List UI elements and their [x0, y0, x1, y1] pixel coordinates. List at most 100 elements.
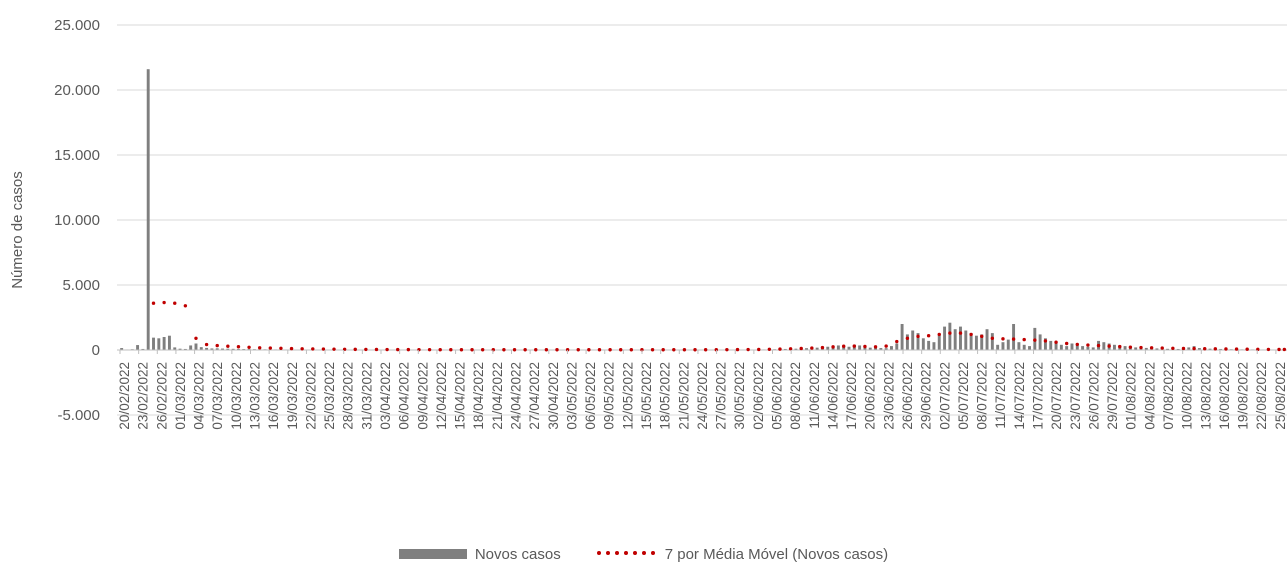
moving-average-point: [523, 348, 527, 352]
bar: [948, 322, 952, 350]
moving-average-point: [672, 348, 676, 352]
bar: [868, 347, 872, 350]
moving-average-point: [852, 344, 857, 348]
moving-average-point: [767, 347, 772, 351]
moving-average-point: [640, 348, 644, 352]
x-tick-label: 29/07/2022: [1105, 362, 1120, 430]
moving-average-point: [958, 331, 963, 335]
x-tick-label: 27/04/2022: [527, 362, 542, 430]
x-tick-label: 07/03/2022: [210, 362, 225, 430]
x-tick-label: 02/07/2022: [937, 362, 952, 430]
bar: [231, 348, 235, 350]
moving-average-point: [597, 348, 602, 352]
x-tick-label: 02/06/2022: [751, 362, 766, 430]
y-tick-label: 25.000: [54, 17, 100, 34]
y-axis-ticks: 25.000 20.000 15.000 10.000 5.000 0 -5.000: [54, 17, 100, 424]
moving-average-point: [1139, 345, 1143, 350]
x-tick-label: 29/06/2022: [919, 362, 934, 430]
bar: [1208, 348, 1212, 350]
bar: [874, 347, 878, 350]
bar: [189, 345, 193, 350]
bar: [953, 329, 957, 350]
moving-average-point: [1256, 347, 1260, 352]
moving-average-point: [502, 348, 506, 352]
bar: [157, 338, 161, 350]
bar: [879, 348, 883, 350]
x-tick-label: 10/08/2022: [1180, 362, 1195, 430]
bar: [863, 347, 867, 350]
bar: [969, 333, 973, 350]
x-tick-label: 03/05/2022: [564, 362, 579, 430]
x-tick-label: 22/03/2022: [303, 362, 318, 430]
bar: [905, 334, 909, 350]
bar: [937, 334, 941, 350]
moving-average-point: [438, 348, 442, 352]
moving-average-point: [725, 347, 729, 352]
moving-average-point: [1054, 340, 1058, 344]
x-axis-ticks: 20/02/2022 23/02/2022 26/02/2022 01/03/2022…: [117, 350, 1287, 430]
x-tick-label: 23/07/2022: [1068, 362, 1083, 430]
moving-average-point: [385, 347, 389, 352]
moving-average-point: [863, 344, 867, 349]
bar: [836, 345, 840, 350]
x-tick-label: 01/08/2022: [1124, 362, 1139, 430]
bar: [921, 338, 925, 350]
moving-average-point: [1149, 346, 1154, 350]
moving-average-point: [300, 347, 304, 351]
moving-average-point: [990, 336, 995, 340]
bar: [1065, 346, 1069, 350]
moving-average-point: [257, 346, 262, 350]
x-tick-label: 12/05/2022: [620, 362, 635, 430]
moving-average-point: [1033, 338, 1037, 342]
moving-average-point: [1282, 347, 1287, 352]
moving-average-point: [289, 346, 294, 351]
moving-average-point: [321, 347, 326, 351]
bar: [1049, 340, 1053, 350]
bar: [985, 329, 989, 350]
bar: [120, 348, 124, 350]
moving-average-point: [396, 347, 400, 352]
moving-average-point: [480, 348, 485, 352]
moving-average-point: [810, 346, 814, 350]
x-tick-label: 11/07/2022: [993, 362, 1008, 429]
x-tick-label: 01/03/2022: [173, 362, 188, 430]
y-tick-label: -5.000: [57, 407, 100, 424]
moving-average-point: [980, 334, 984, 339]
x-tick-label: 21/05/2022: [676, 362, 691, 430]
x-tick-label: 07/08/2022: [1161, 362, 1176, 430]
bar: [884, 348, 888, 350]
moving-average-point: [746, 347, 750, 352]
moving-average-point: [661, 348, 665, 352]
bar: [1091, 347, 1095, 350]
bar: [194, 343, 198, 350]
bar: [1054, 342, 1058, 350]
moving-average-point: [841, 344, 846, 348]
moving-average-point: [1213, 347, 1218, 351]
bar: [136, 345, 140, 350]
moving-average-point: [778, 347, 782, 351]
x-tick-label: 15/04/2022: [453, 362, 468, 430]
legend-swatch-moving-average: [596, 551, 659, 557]
x-tick-label: 26/06/2022: [900, 362, 915, 430]
x-tick-label: 24/04/2022: [509, 362, 524, 430]
bar: [847, 346, 851, 350]
y-tick-label: 10.000: [54, 212, 100, 229]
bar: [167, 335, 171, 350]
bar: [1112, 344, 1116, 350]
x-tick-label: 18/05/2022: [658, 362, 673, 430]
bar: [916, 333, 920, 350]
bar: [826, 346, 830, 350]
moving-average-point: [1245, 347, 1249, 351]
moving-average-point: [374, 347, 379, 352]
x-tick-label: 15/05/2022: [639, 362, 654, 430]
bar: [215, 348, 219, 350]
moving-average-point: [714, 348, 718, 352]
x-tick-label: 27/05/2022: [714, 362, 729, 430]
moving-average-point: [1107, 344, 1111, 348]
moving-average-series: [151, 300, 1287, 352]
bar: [943, 326, 947, 350]
bar: [932, 342, 936, 350]
bar: [1176, 348, 1180, 350]
moving-average-point: [1011, 337, 1016, 341]
x-tick-label: 17/07/2022: [1031, 362, 1046, 430]
